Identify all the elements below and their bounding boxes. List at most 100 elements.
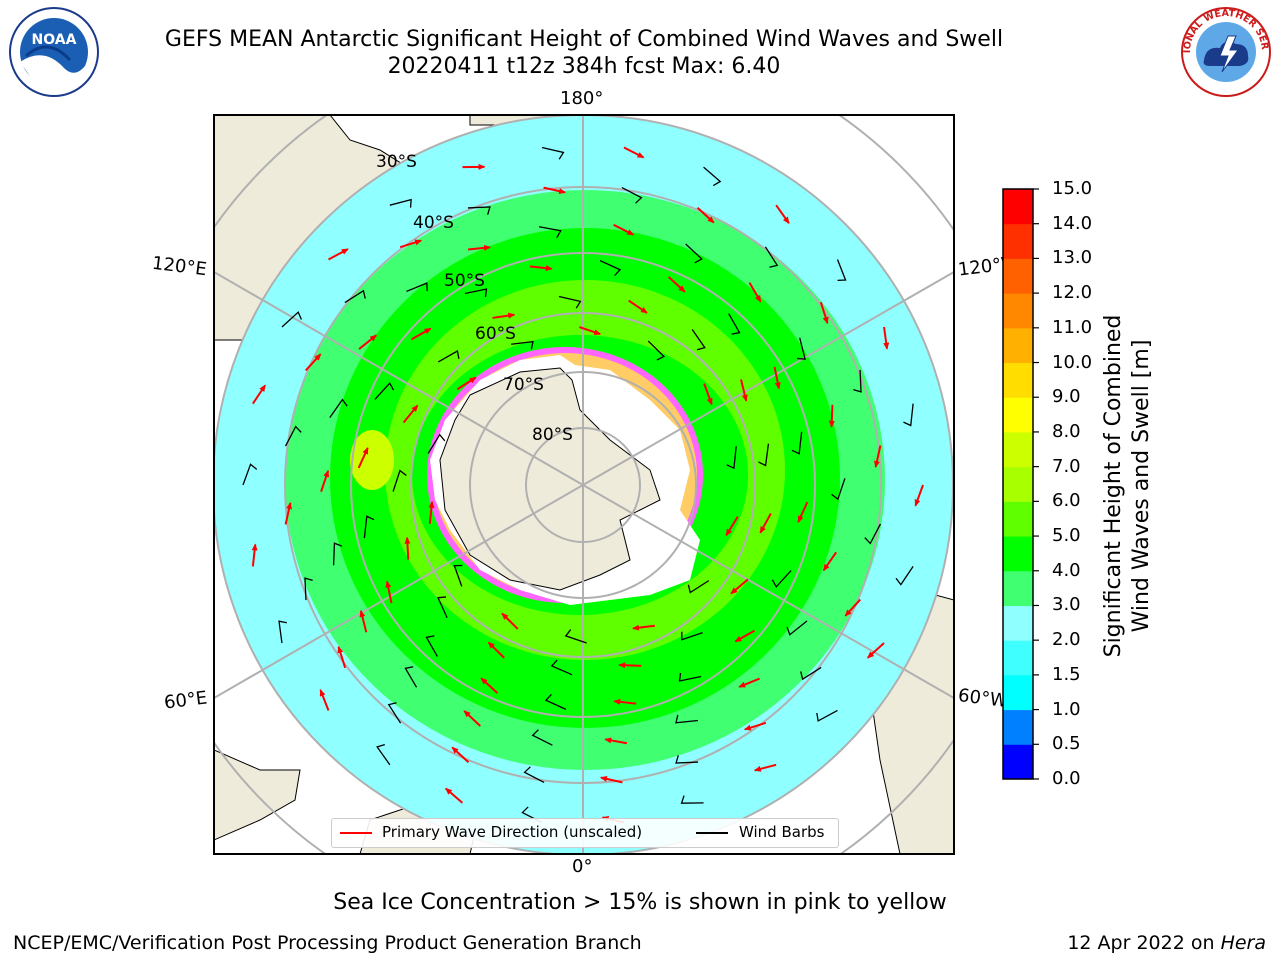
colorbar-segment [1003,744,1033,780]
wave-arrow [451,746,470,764]
wave-arrow [618,662,642,669]
wind-barb [564,629,587,644]
wind-barb [242,463,258,486]
wave-arrow [773,366,781,390]
wind-barb [541,146,565,160]
wave-arrow [599,776,623,784]
wave-arrow [487,641,505,659]
colorbar-segment [1003,605,1033,641]
wind-barb [687,580,710,594]
wave-arrow [467,244,491,251]
wind-barb [903,403,914,427]
wind-barb [797,337,806,360]
wave-arrow [775,204,790,224]
wave-arrow [703,383,713,406]
colorbar-segment [1003,223,1033,259]
wave-arrow [463,710,481,727]
wave-arrow [623,146,645,159]
colorbar-tick-label: 6.0 [1052,490,1081,512]
wind-barb [437,350,460,363]
colorbar-tick-label: 1.5 [1052,663,1081,685]
wave-arrow [738,677,760,688]
wind-barb [621,186,643,204]
wave-arrow [543,186,567,194]
wave-arrow [411,327,432,341]
wind-barb [392,469,407,492]
wind-barb [764,246,779,268]
wave-arrow [797,501,809,523]
colorbar-tick-label: 4.0 [1052,559,1081,581]
wind-barb [363,515,375,539]
wind-barb [531,729,553,746]
wind-barb [464,288,488,298]
wave-arrow [492,312,516,319]
wind-barb [437,596,448,619]
wind-barb [544,693,567,710]
colorbar-segment [1003,501,1033,537]
wave-arrow [667,276,686,293]
wave-arrow [613,698,637,705]
colorbar-segment [1003,327,1033,364]
wind-barb [678,672,702,682]
wind-barb [376,743,391,766]
wave-arrow [604,737,628,745]
wind-barb [425,635,438,657]
wave-arrow [284,501,292,525]
colorbar-tick-label: 13.0 [1052,247,1093,269]
colorbar-tick-label: 0.5 [1052,733,1081,755]
wave-arrow [819,301,829,325]
colorbar-segment [1003,709,1033,745]
colorbar-tick-label: 5.0 [1052,525,1081,547]
wind-barb [329,398,348,419]
wave-arrow [730,578,749,595]
nws-logo: NATIONAL WEATHER SERVICE [1176,6,1271,97]
colorbar-segment [1003,431,1033,468]
wind-barb [791,431,803,455]
wave-arrow [822,551,838,572]
map-legend: Primary Wave Direction (unscaled) Wind B… [331,818,839,848]
wind-barb [332,542,343,566]
wave-arrow [753,763,777,772]
wave-arrow [456,376,477,391]
wave-arrow [319,689,330,711]
wave-arrow [883,326,890,350]
wind-barb [675,714,698,724]
wind-barbs [242,146,914,824]
wind-barb [404,666,418,688]
colorbar-segment [1003,189,1033,225]
wind-barb [675,755,699,764]
wave-arrow [579,326,602,336]
svg-text:NOAA: NOAA [32,32,77,48]
wind-barb [389,198,412,208]
wind-barb [550,659,573,676]
colorbar-segment [1003,640,1033,676]
colorbar-title: Significant Height of Combined Wind Wave… [1101,314,1154,658]
wind-barb [374,382,395,400]
wind-legend-line [696,832,728,834]
colorbar-tick-label: 9.0 [1052,386,1081,408]
wave-arrow [613,223,635,236]
colorbar-segment [1003,258,1033,294]
wind-barb [387,702,402,724]
wind-legend-label: Wind Barbs [739,823,825,841]
lat-label: 70°S [503,375,544,395]
wind-barb [647,340,666,361]
wave-arrow [304,353,322,372]
wind-barb [771,570,792,588]
wave-arrow [480,677,499,694]
wave-arrow [385,580,393,604]
wind-barb [680,795,704,804]
colorbar-tick-label: 7.0 [1052,455,1081,477]
wind-barb [284,425,302,447]
colorbar-tick-label: 1.0 [1052,698,1081,720]
wave-arrow [529,265,553,272]
wind-barb [427,433,446,454]
wind-barb [703,166,722,187]
wave-arrow [748,282,762,303]
wind-barb [681,631,703,641]
wind-barb [831,478,846,501]
wind-barb [853,369,862,393]
colorbar-segment [1003,466,1033,502]
colorbar-segment [1003,536,1033,572]
wave-arrow [402,404,419,424]
